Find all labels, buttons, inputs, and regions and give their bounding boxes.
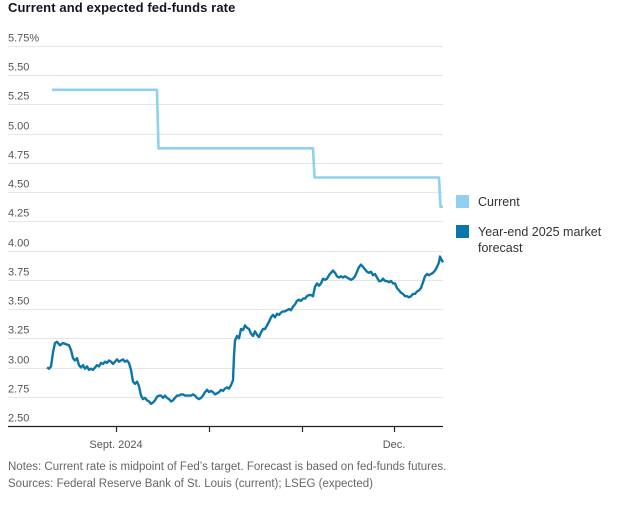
sources-line: Sources: Federal Reserve Bank of St. Lou… [8,478,373,491]
notes-line: Notes: Current rate is midpoint of Fed’s… [8,461,447,473]
y-axis-tick-label: 5.50 [8,62,29,74]
y-axis-tick-label: 3.25 [8,325,29,337]
y-axis-tick-label: 2.50 [8,413,29,425]
chart-title: Current and expected fed-funds rate [8,0,236,15]
y-axis-tick-label: 4.00 [8,238,29,250]
legend-label-current: Current [478,195,520,209]
chart-footer: Notes: Current rate is midpoint of Fed’s… [8,459,628,494]
current-rate-line [52,88,443,209]
current-series-swatch-icon [456,195,469,208]
y-axis-tick-label: 3.50 [8,296,29,308]
forecast-series-swatch-icon [456,225,469,238]
chart-plot-area: 5.75% 5.50 5.25 5.00 4.75 4.50 4.25 4.00 3.75 3.5… [8,33,445,451]
x-axis-tick-label: Dec. [383,439,406,451]
y-axis-tick-label: 5.75% [8,33,39,45]
legend-item-forecast: Year-end 2025 market forecast [456,224,638,256]
x-axis-tick-label: Sept. 2024 [89,439,142,451]
y-axis-tick-label: 5.25 [8,91,29,103]
y-axis-tick-label: 5.00 [8,121,29,133]
legend-label-forecast: Year-end 2025 market forecast [478,225,602,255]
legend-item-current: Current [456,194,638,210]
y-axis-tick-label: 2.75 [8,384,29,396]
chart-legend: Current Year-end 2025 market forecast [456,194,638,270]
y-axis-tick-label: 3.00 [8,355,29,367]
y-axis-tick-label: 4.75 [8,150,29,162]
y-axis-tick-label: 4.50 [8,179,29,191]
forecast-rate-line [46,255,445,405]
y-axis-tick-label: 3.75 [8,267,29,279]
y-axis-tick-label: 4.25 [8,208,29,220]
